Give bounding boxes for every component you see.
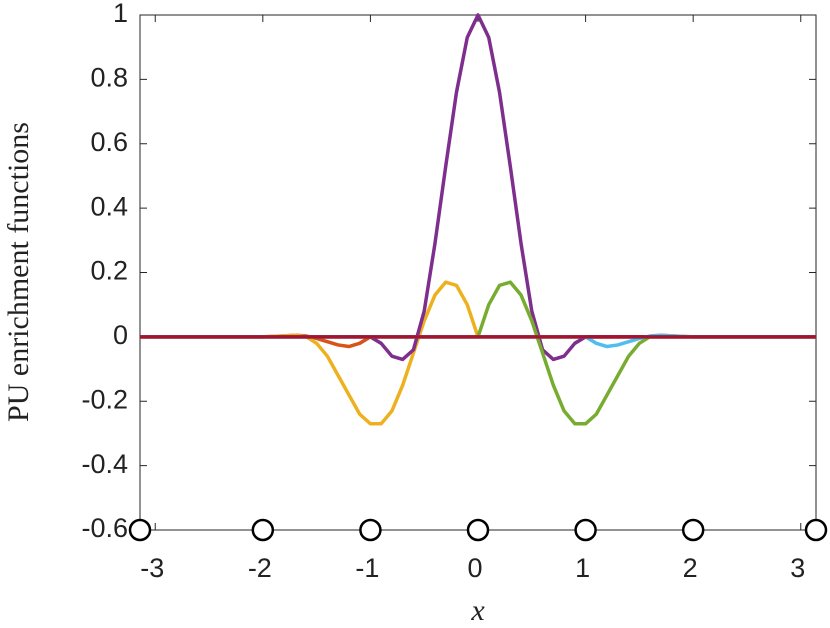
x-tick-label: 1 xyxy=(575,553,590,583)
y-tick-label: -0.4 xyxy=(81,449,128,479)
series-line xyxy=(140,13,816,362)
y-tick-label: -0.2 xyxy=(81,384,128,414)
node-marker xyxy=(466,518,490,542)
node-marker xyxy=(681,518,705,542)
x-tick-label: -2 xyxy=(248,553,272,583)
x-tick-label: 0 xyxy=(467,553,482,583)
x-tick-label: -1 xyxy=(355,553,379,583)
y-tick-label: 0.8 xyxy=(90,63,128,93)
node-marker xyxy=(128,518,152,542)
node-marker xyxy=(359,518,382,542)
plot-frame xyxy=(139,14,817,531)
x-tick-label: 2 xyxy=(683,553,698,583)
y-tick-label: 0.2 xyxy=(90,256,128,286)
y-tick-label: 1 xyxy=(113,0,128,28)
node-marker xyxy=(251,518,275,542)
x-tick-label: -3 xyxy=(140,553,164,583)
y-axis-label: PU enrichment functions xyxy=(2,122,35,422)
series-line xyxy=(140,280,816,426)
y-tick-label: 0 xyxy=(113,320,128,350)
x-axis-label: x xyxy=(470,594,485,627)
y-tick-label: -0.6 xyxy=(81,513,128,543)
x-tick-label: 3 xyxy=(790,553,805,583)
node-marker xyxy=(574,518,597,542)
series-line xyxy=(140,280,816,426)
node-marker xyxy=(804,518,828,542)
y-tick-label: 0.6 xyxy=(90,127,128,157)
y-tick-label: 0.4 xyxy=(90,191,128,221)
